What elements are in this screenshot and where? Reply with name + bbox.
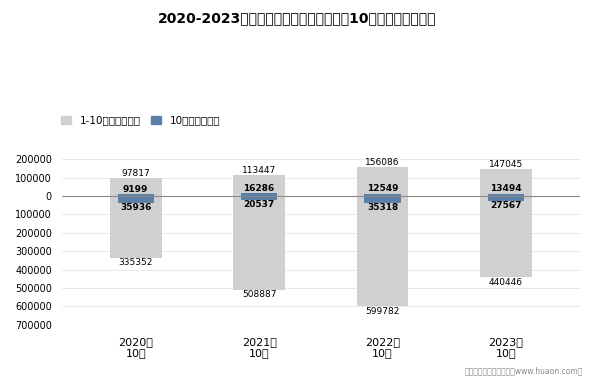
Text: 13494: 13494 <box>490 184 522 193</box>
Bar <box>109 178 162 196</box>
Text: 599782: 599782 <box>365 307 400 316</box>
Bar <box>233 196 285 290</box>
Text: 制图：华经产业研究院（www.huaon.com）: 制图：华经产业研究院（www.huaon.com） <box>465 366 583 375</box>
Bar <box>233 175 285 196</box>
Bar <box>480 196 532 277</box>
Bar <box>488 193 524 201</box>
Text: 12549: 12549 <box>367 184 398 193</box>
Bar <box>356 167 408 196</box>
Text: 27567: 27567 <box>490 201 522 210</box>
Text: 113447: 113447 <box>242 166 276 175</box>
Bar <box>364 194 400 202</box>
Text: 508887: 508887 <box>242 290 276 299</box>
Bar <box>480 169 532 196</box>
Text: 335352: 335352 <box>118 258 153 267</box>
Text: 440446: 440446 <box>489 277 523 287</box>
Text: 147045: 147045 <box>489 159 523 169</box>
Bar <box>356 196 408 307</box>
Text: 156086: 156086 <box>365 158 400 167</box>
Text: 35318: 35318 <box>367 203 398 212</box>
Bar <box>117 194 154 203</box>
Text: 2020-2023年甘肃省商品收发货人所在地10月进、出口额统计: 2020-2023年甘肃省商品收发货人所在地10月进、出口额统计 <box>158 11 437 25</box>
Text: 20537: 20537 <box>243 200 275 209</box>
Text: 9199: 9199 <box>123 185 148 194</box>
Bar <box>241 193 277 200</box>
Text: 16286: 16286 <box>243 184 275 193</box>
Legend: 1-10月（万美元）, 10月（万美元）: 1-10月（万美元）, 10月（万美元） <box>57 112 224 130</box>
Text: 35936: 35936 <box>120 203 151 212</box>
Bar <box>109 196 162 258</box>
Text: 97817: 97817 <box>121 169 150 178</box>
